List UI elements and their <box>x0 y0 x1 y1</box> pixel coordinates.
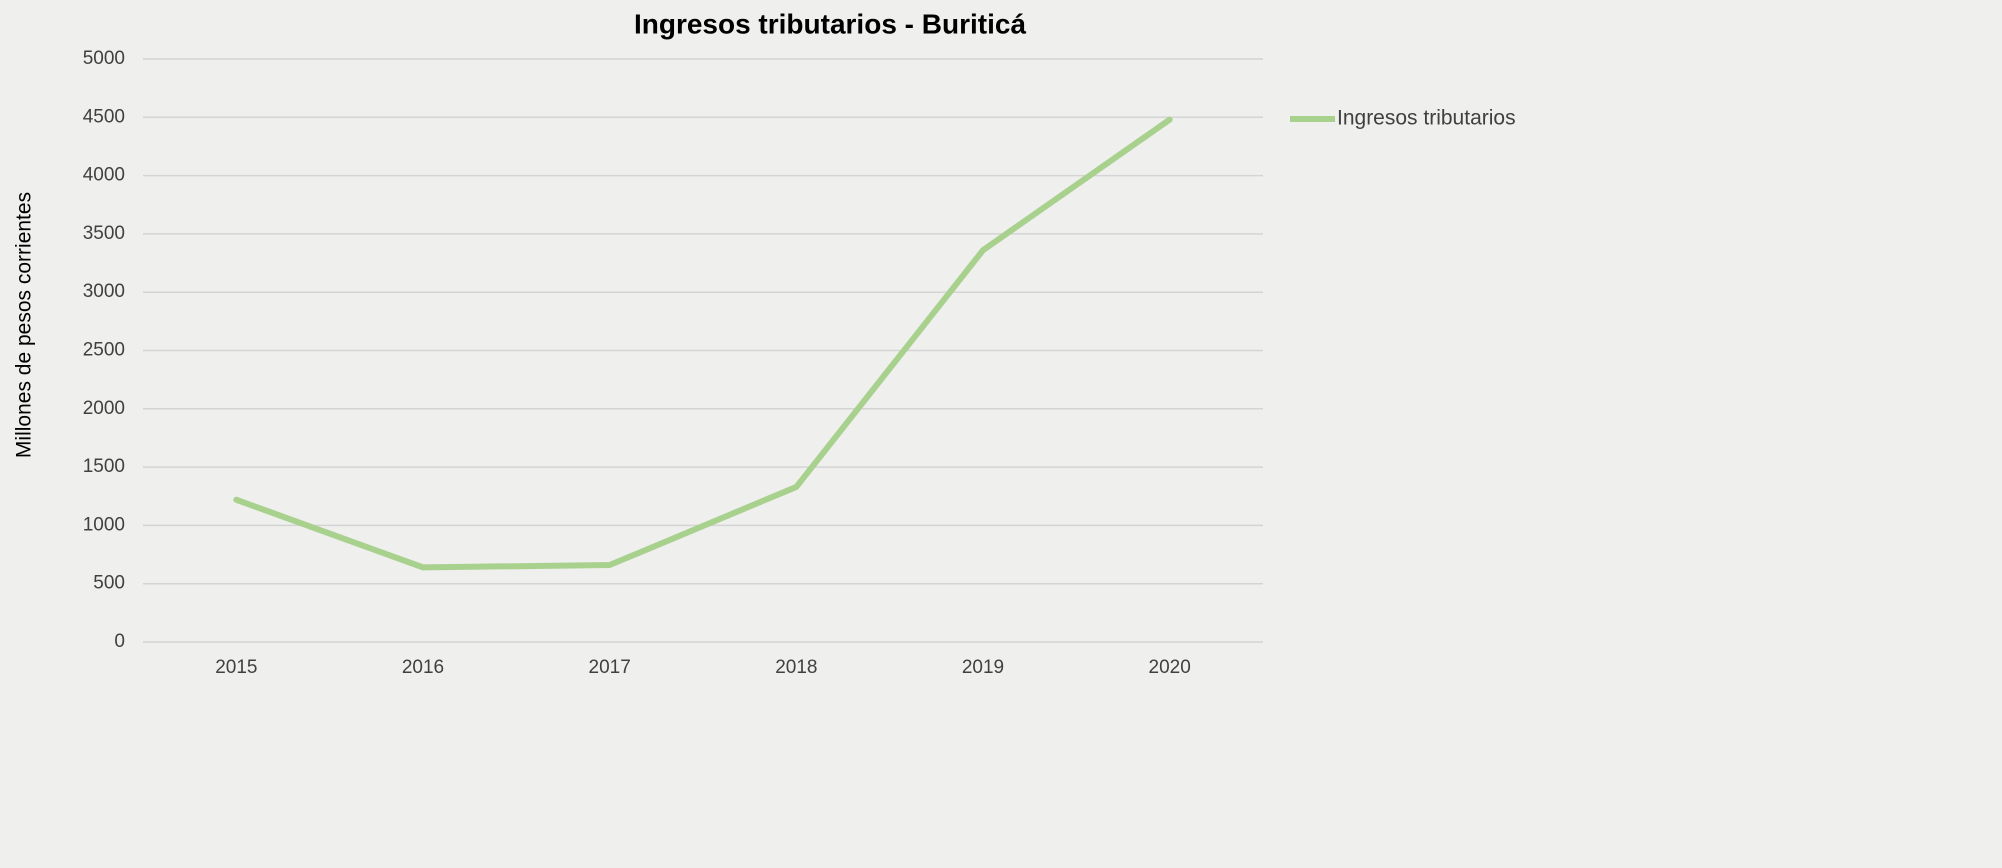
y-tick-label: 3500 <box>83 223 125 244</box>
y-tick-label: 1000 <box>83 514 125 535</box>
x-tick-label: 2017 <box>589 657 631 678</box>
y-tick-label: 5000 <box>83 48 125 69</box>
y-tick-label: 2500 <box>83 340 125 361</box>
x-tick-label: 2015 <box>215 657 257 678</box>
x-tick-label: 2020 <box>1149 657 1191 678</box>
x-tick-label: 2018 <box>775 657 817 678</box>
y-tick-label: 4500 <box>83 106 125 127</box>
y-tick-label: 4000 <box>83 165 125 186</box>
y-axis-label: Millones de pesos corrientes <box>13 192 36 458</box>
x-tick-label: 2019 <box>962 657 1004 678</box>
chart-title: Ingresos tributarios - Buriticá <box>634 8 1026 39</box>
data-line <box>233 116 1173 571</box>
y-tick-label: 500 <box>93 573 125 594</box>
y-tick-label: 1500 <box>83 456 125 477</box>
y-tick-label: 3000 <box>83 281 125 302</box>
y-tick-label: 0 <box>114 631 125 652</box>
legend-label: Ingresos tributarios <box>1337 107 1516 130</box>
x-tick-label: 2016 <box>402 657 444 678</box>
y-tick-label: 2000 <box>83 398 125 419</box>
